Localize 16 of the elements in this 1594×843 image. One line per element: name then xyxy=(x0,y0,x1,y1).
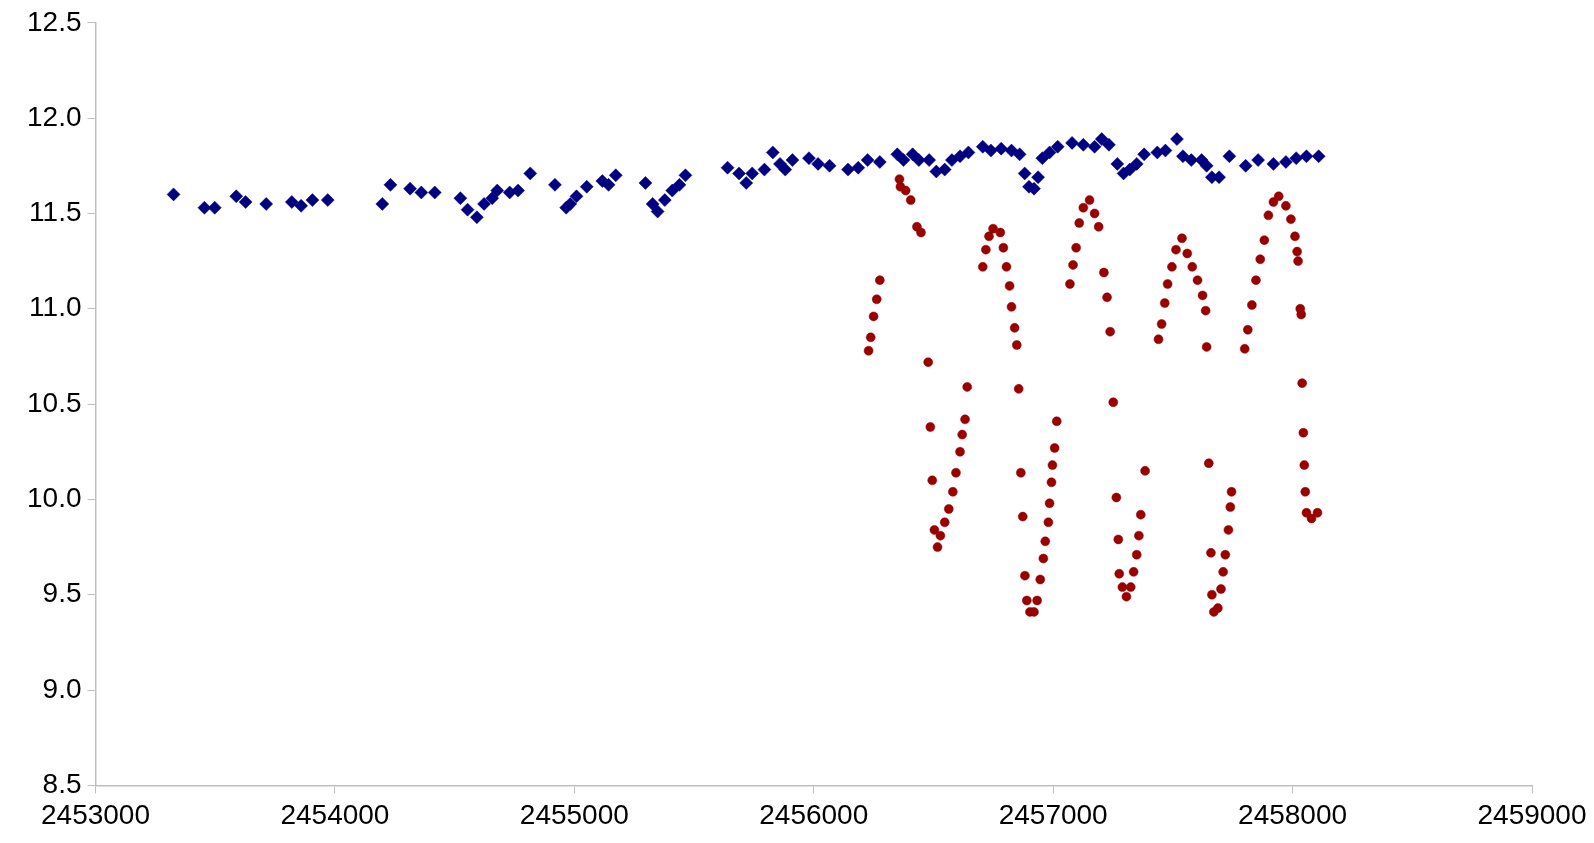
y-tick-label: 10.0 xyxy=(27,482,82,514)
x-tick-label: 2459000 xyxy=(1477,798,1587,830)
y-tick-label: 11.5 xyxy=(29,196,82,228)
x-tick-label: 2455000 xyxy=(519,798,629,830)
y-tick-label: 12.5 xyxy=(27,5,82,37)
y-tick-label: 11.0 xyxy=(29,291,82,323)
x-tick-label: 2454000 xyxy=(280,798,390,830)
y-tick-label: 9.5 xyxy=(42,577,82,609)
x-tick-label: 2453000 xyxy=(40,798,150,830)
x-tick-label: 2457000 xyxy=(998,798,1108,830)
y-tick-label: 8.5 xyxy=(42,768,82,800)
y-tick-label: 9.0 xyxy=(42,672,82,704)
x-tick-label: 2456000 xyxy=(759,798,869,830)
y-tick-label: 12.0 xyxy=(27,100,82,132)
y-tick-label: 10.5 xyxy=(27,386,82,418)
x-tick-label: 2458000 xyxy=(1238,798,1348,830)
